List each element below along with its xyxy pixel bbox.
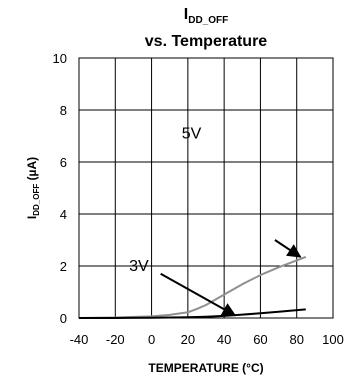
y-tick-label: 2 [60,259,67,274]
x-tick-label: 80 [289,332,303,347]
y-tick-label: 6 [60,155,67,170]
annotations: 5V 3V [129,126,302,317]
annotation-arrow-5V [274,239,302,258]
x-tick-label: -20 [106,332,125,347]
x-tick-label: 40 [217,332,231,347]
x-tick-label: 20 [181,332,195,347]
y-tick-label: 10 [53,51,67,66]
series-line-5V [78,255,307,319]
y-axis-title: IDD_OFF (µA) [25,157,41,219]
annotation-label-3V: 3V [129,258,149,275]
x-tick-label: 0 [148,332,155,347]
plot-frame [78,57,334,319]
x-tick-label: 100 [322,332,344,347]
grid [79,58,333,318]
x-tick-label: -40 [70,332,89,347]
annotation-arrow-3V [160,272,237,317]
annotation-label-5V: 5V [182,126,202,143]
data-series [78,255,307,319]
x-tick-label: 60 [253,332,267,347]
tick-labels: -40 -20 0 20 40 60 80 100 0 2 4 6 8 10 [53,51,344,347]
x-axis-title: TEMPERATURE (°C) [148,361,263,375]
y-tick-label: 0 [60,311,67,326]
chart-title-line2: vs. Temperature [145,33,268,50]
y-tick-label: 4 [60,207,67,222]
y-tick-label: 8 [60,103,67,118]
series-line-3V [79,308,306,319]
chart-title-line1: IDD_OFF [184,6,228,26]
